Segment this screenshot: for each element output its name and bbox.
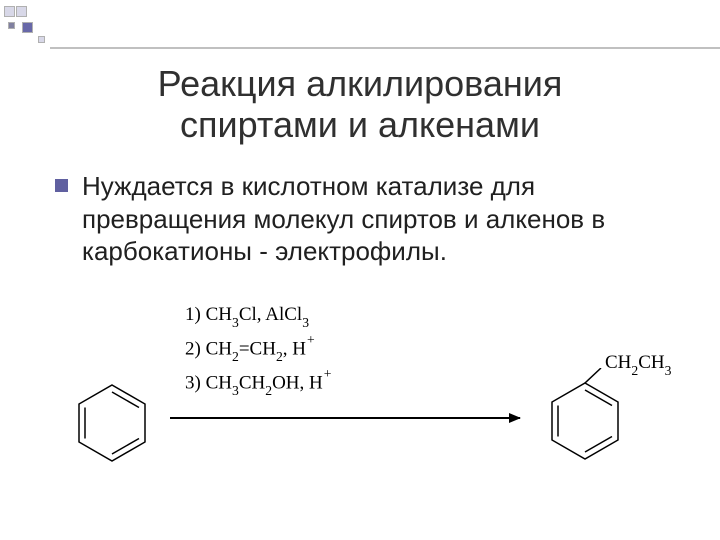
cond-sub: 2 bbox=[276, 349, 283, 364]
cond-frag: =CH bbox=[239, 338, 276, 359]
cond-frag: OH, H bbox=[272, 372, 323, 393]
reaction-conditions: 1) CH3Cl, AlCl3 2) CH2=CH2, H+ 3) CH3CH2… bbox=[185, 300, 331, 400]
deco-square bbox=[8, 22, 15, 29]
deco-square bbox=[38, 36, 45, 43]
bullet-text: Нуждается в кислотном катализе для превр… bbox=[82, 170, 672, 268]
bullet-icon bbox=[55, 179, 68, 192]
cond-frag: CH bbox=[206, 304, 232, 325]
slide-title: Реакция алкилирования спиртами и алкенам… bbox=[0, 63, 720, 146]
benzene-reactant bbox=[72, 380, 152, 475]
condition-3: 3) CH3CH2OH, H+ bbox=[185, 366, 331, 400]
deco-square bbox=[4, 6, 15, 17]
cond-sub: 2 bbox=[265, 383, 272, 398]
cond-frag: CH bbox=[206, 372, 232, 393]
benzene-icon bbox=[72, 380, 152, 470]
cond-frag: , H bbox=[283, 338, 306, 359]
benzene-product bbox=[545, 368, 625, 473]
prod-frag: CH bbox=[605, 352, 631, 373]
bullet-item: Нуждается в кислотном катализе для превр… bbox=[55, 170, 672, 268]
cond-sub: 2 bbox=[232, 349, 239, 364]
product-substituent: CH2CH3 bbox=[605, 352, 672, 377]
prod-sub: 2 bbox=[631, 363, 638, 378]
reaction-arrow bbox=[170, 417, 520, 419]
cond-num: 2) bbox=[185, 338, 206, 359]
cond-num: 1) bbox=[185, 304, 206, 325]
header-divider bbox=[50, 47, 720, 49]
cond-frag: CH bbox=[206, 338, 232, 359]
title-line1: Реакция алкилирования bbox=[158, 63, 563, 104]
condition-1: 1) CH3Cl, AlCl3 bbox=[185, 300, 331, 332]
corner-decoration bbox=[0, 0, 80, 50]
prod-frag: CH bbox=[638, 352, 664, 373]
reaction-scheme: 1) CH3Cl, AlCl3 2) CH2=CH2, H+ 3) CH3CH2… bbox=[40, 300, 680, 520]
title-line2: спиртами и алкенами bbox=[180, 104, 540, 145]
cond-sub: 3 bbox=[232, 383, 239, 398]
cond-frag: Cl, AlCl bbox=[239, 304, 302, 325]
cond-num: 3) bbox=[185, 372, 206, 393]
deco-square bbox=[16, 6, 27, 17]
condition-2: 2) CH2=CH2, H+ bbox=[185, 332, 331, 366]
prod-sub: 3 bbox=[665, 363, 672, 378]
cond-sup: + bbox=[307, 332, 315, 347]
cond-sub: 3 bbox=[232, 315, 239, 330]
deco-square bbox=[22, 22, 33, 33]
cond-sup: + bbox=[324, 366, 332, 381]
ethylbenzene-icon bbox=[545, 368, 625, 468]
cond-sub: 3 bbox=[302, 315, 309, 330]
cond-frag: CH bbox=[239, 372, 265, 393]
